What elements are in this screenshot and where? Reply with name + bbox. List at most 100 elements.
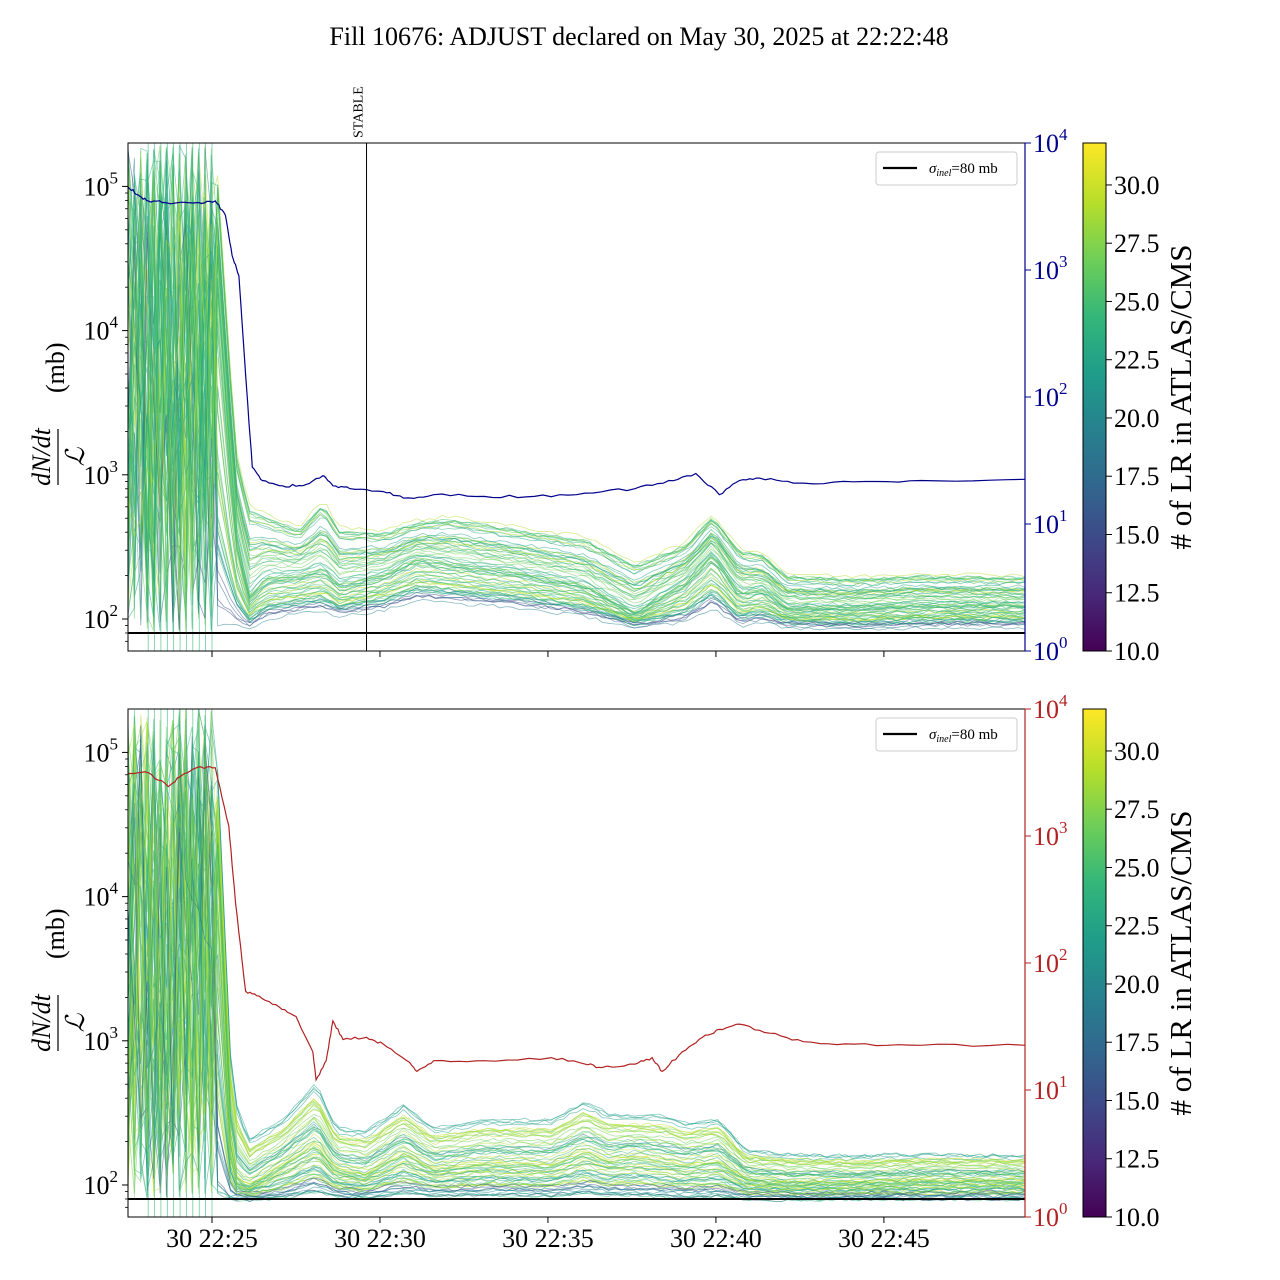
lumi-region-line <box>128 719 1025 1199</box>
bottom-colorbar-ticks: 10.0 12.5 15.0 17.5 20.0 22.5 25.0 27.5 30.0 <box>1106 737 1160 1232</box>
colorbar-tick-label: 17.5 <box>1114 1028 1160 1057</box>
bottom-ylabel-numerator: dN/dt <box>27 993 56 1052</box>
lumi-region-line <box>128 145 1025 618</box>
lumi-region-line <box>128 726 1025 1199</box>
lumi-region-line <box>128 719 1025 1171</box>
lumi-region-line <box>128 150 1025 633</box>
colorbar-tick-label: 20.0 <box>1114 404 1160 433</box>
lumi-region-line <box>128 709 1025 1197</box>
lumi-region-line <box>128 194 1025 593</box>
bottom-plot-area <box>128 709 1025 1217</box>
secondary-y-tick-label: 103 <box>1033 818 1068 851</box>
lumi-region-line <box>128 154 1025 621</box>
lumi-region-line <box>128 724 1025 1199</box>
bottom-axes-frame <box>127 708 1026 1218</box>
lumi-region-line <box>128 796 1025 1163</box>
lumi-region-line <box>128 725 1025 1196</box>
lumi-region-line <box>128 149 1025 631</box>
lumi-region-line <box>128 724 1025 1197</box>
lumi-region-line <box>128 208 1025 615</box>
colorbar-tick-label: 15.0 <box>1114 1086 1160 1115</box>
lumi-region-line <box>128 714 1025 1176</box>
lumi-region-line <box>128 715 1025 1193</box>
lumi-region-line <box>128 719 1025 1192</box>
top-legend: σinel=80 mb <box>875 151 1018 186</box>
lumi-region-line <box>128 173 1025 618</box>
lumi-region-line <box>128 719 1025 1196</box>
lumi-region-line <box>128 838 1025 1185</box>
lumi-region-line <box>128 769 1025 1197</box>
lumi-region-line <box>128 159 1025 596</box>
lumi-region-line <box>128 720 1025 1190</box>
secondary-axis-series-line <box>128 186 1025 500</box>
lumi-region-line <box>128 150 1025 621</box>
lumi-region-line <box>128 179 1025 611</box>
lumi-region-line <box>128 753 1025 1200</box>
lumi-region-line <box>128 224 1025 628</box>
colorbar-tick-label: 20.0 <box>1114 970 1160 999</box>
lumi-region-line <box>128 157 1025 597</box>
lumi-region-line <box>128 723 1025 1193</box>
top-legend-text: σinel=80 mb <box>929 161 998 179</box>
lumi-region-line <box>128 160 1025 616</box>
top-ylabel-numerator: dN/dt <box>27 427 56 486</box>
lumi-region-line <box>128 785 1025 1198</box>
lumi-region-line <box>128 721 1025 1195</box>
bottom-ylabel-denominator: ℒ <box>61 1012 90 1032</box>
lumi-region-line <box>128 147 1025 617</box>
top-axes-frame <box>127 142 1026 652</box>
y-tick-label: 102 <box>84 601 119 634</box>
lumi-region-line <box>128 712 1025 1187</box>
top-plot-area <box>128 143 1025 651</box>
colorbar-tick-label: 22.5 <box>1114 346 1160 375</box>
lumi-region-line <box>128 144 1025 602</box>
top-y-label: dN/dt ℒ (mb) <box>27 342 90 485</box>
lumi-region-line <box>128 181 1025 627</box>
bottom-legend: σinel=80 mb <box>875 717 1018 752</box>
top-legend-box <box>875 151 1018 186</box>
x-tick-label: 30 22:45 <box>838 1224 930 1253</box>
lumi-region-line <box>128 719 1025 1175</box>
secondary-y-tick-label: 103 <box>1033 252 1068 285</box>
lumi-region-line <box>128 735 1025 1162</box>
lumi-region-line <box>128 728 1025 1159</box>
lumi-region-line <box>128 198 1025 630</box>
lumi-region-line <box>128 720 1025 1177</box>
colorbar-tick-label: 25.0 <box>1114 853 1160 882</box>
bottom-secondary-y-ticks: 100 101 102 103 104 <box>1024 691 1068 1232</box>
bottom-y-label: dN/dt ℒ (mb) <box>27 908 90 1051</box>
lumi-region-line <box>128 175 1025 630</box>
colorbar-tick-label: 27.5 <box>1114 229 1160 258</box>
secondary-y-tick-label: 101 <box>1033 506 1068 539</box>
y-tick-label: 104 <box>84 313 119 346</box>
lumi-region-line <box>128 724 1025 1168</box>
lumi-region-line <box>128 150 1025 632</box>
lumi-region-line <box>128 710 1025 1193</box>
stable-marker-label: STABLE <box>352 86 367 138</box>
lumi-region-line <box>128 145 1025 597</box>
bottom-y-ticks: 102 103 104 105 <box>84 734 128 1208</box>
lumi-region-line <box>128 153 1025 607</box>
colorbar-tick-label: 25.0 <box>1114 287 1160 316</box>
lumi-region-line <box>128 712 1025 1181</box>
lumi-region-line <box>128 723 1025 1191</box>
bottom-colorbar: 10.0 12.5 15.0 17.5 20.0 22.5 25.0 27.5 30.0 # o… <box>1082 708 1198 1232</box>
y-tick-label: 102 <box>84 1167 119 1200</box>
lumi-region-line <box>128 170 1025 615</box>
lumi-region-line <box>128 724 1025 1178</box>
secondary-y-tick-label: 101 <box>1033 1072 1068 1105</box>
lumi-region-line <box>128 224 1025 629</box>
lumi-region-line <box>128 716 1025 1196</box>
secondary-y-tick-label: 102 <box>1033 379 1068 412</box>
lumi-region-line <box>128 224 1025 622</box>
secondary-y-tick-label: 100 <box>1033 1199 1068 1232</box>
colorbar-tick-label: 12.5 <box>1114 1145 1160 1174</box>
top-ylabel-unit: (mb) <box>41 342 70 393</box>
lumi-region-line <box>128 168 1025 612</box>
bottom-x-ticks: 30 22:25 30 22:30 30 22:35 30 22:40 30 22:45 <box>166 1217 930 1253</box>
lumi-region-line <box>128 189 1025 631</box>
bottom-ylabel-unit: (mb) <box>41 908 70 959</box>
colorbar-tick-label: 10.0 <box>1114 1203 1160 1232</box>
lumi-region-line <box>128 147 1025 616</box>
bottom-legend-text: σinel=80 mb <box>929 727 998 745</box>
